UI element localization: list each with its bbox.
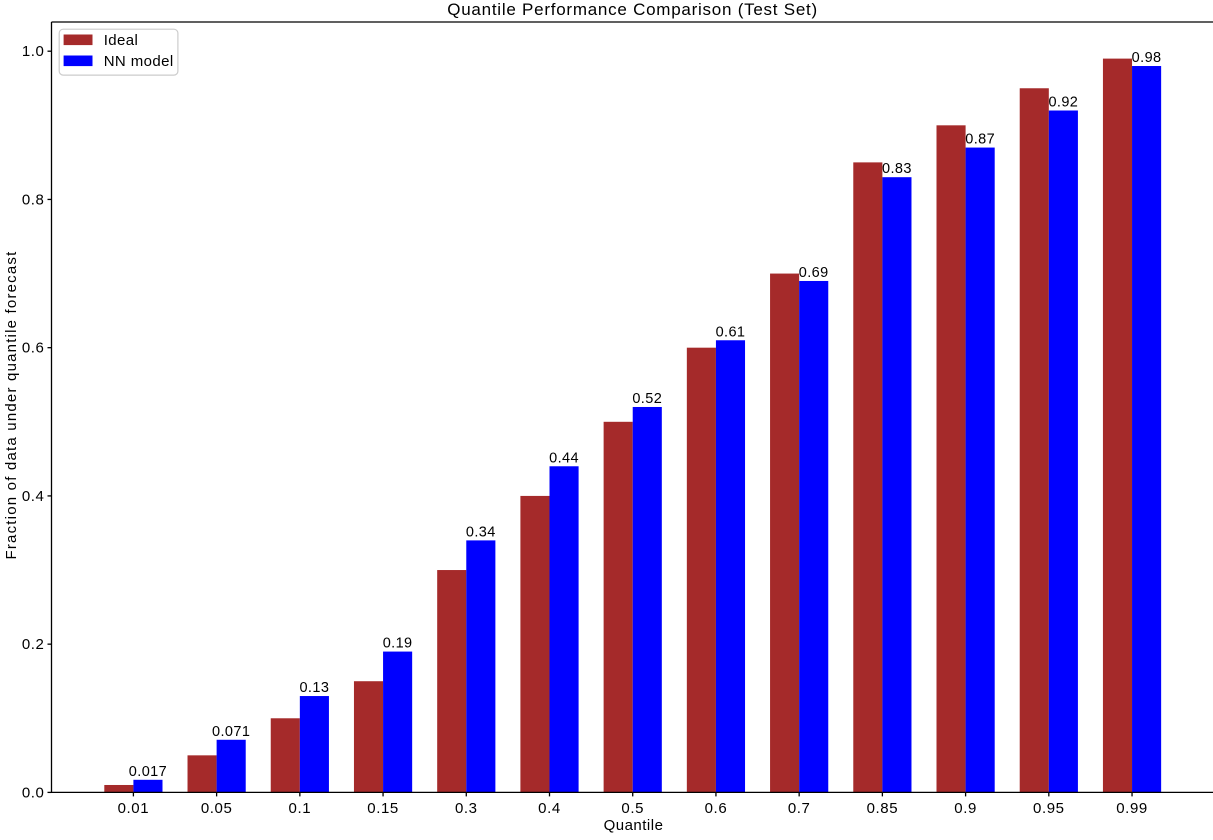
svg-text:0.99: 0.99: [1116, 800, 1148, 817]
svg-text:1.0: 1.0: [22, 43, 45, 60]
svg-text:0.05: 0.05: [201, 800, 233, 817]
svg-text:0.95: 0.95: [1033, 800, 1065, 817]
svg-text:0.92: 0.92: [1048, 95, 1078, 111]
svg-text:0.15: 0.15: [367, 800, 399, 817]
svg-text:0.34: 0.34: [466, 524, 496, 540]
svg-text:Ideal: Ideal: [104, 32, 139, 49]
svg-text:0.5: 0.5: [621, 800, 644, 817]
svg-text:0.3: 0.3: [455, 800, 478, 817]
svg-text:0.6: 0.6: [22, 340, 45, 357]
svg-text:0.8: 0.8: [22, 191, 45, 208]
svg-text:0.0: 0.0: [22, 784, 45, 801]
svg-text:0.2: 0.2: [22, 636, 45, 653]
svg-text:0.13: 0.13: [299, 680, 329, 696]
svg-text:0.52: 0.52: [632, 391, 662, 407]
svg-text:0.98: 0.98: [1132, 50, 1162, 66]
svg-text:0.87: 0.87: [965, 132, 995, 148]
svg-text:0.85: 0.85: [867, 800, 899, 817]
svg-text:0.7: 0.7: [788, 800, 811, 817]
svg-text:0.69: 0.69: [799, 265, 829, 281]
svg-text:0.19: 0.19: [383, 636, 413, 652]
svg-text:NN model: NN model: [104, 53, 174, 70]
svg-text:0.9: 0.9: [954, 800, 977, 817]
svg-text:0.01: 0.01: [118, 800, 150, 817]
svg-text:0.61: 0.61: [716, 324, 746, 340]
svg-text:0.1: 0.1: [289, 800, 312, 817]
svg-text:Quantile Performance Compariso: Quantile Performance Comparison (Test Se…: [447, 0, 818, 19]
svg-text:0.44: 0.44: [549, 450, 579, 466]
svg-text:0.4: 0.4: [538, 800, 561, 817]
svg-text:Fraction of data under quantil: Fraction of data under quantile forecast: [3, 251, 20, 560]
svg-text:0.83: 0.83: [882, 161, 912, 177]
svg-text:Quantile: Quantile: [604, 817, 664, 834]
svg-text:0.4: 0.4: [22, 488, 45, 505]
svg-text:0.017: 0.017: [129, 764, 167, 780]
svg-text:0.6: 0.6: [705, 800, 728, 817]
svg-text:0.071: 0.071: [212, 724, 250, 740]
